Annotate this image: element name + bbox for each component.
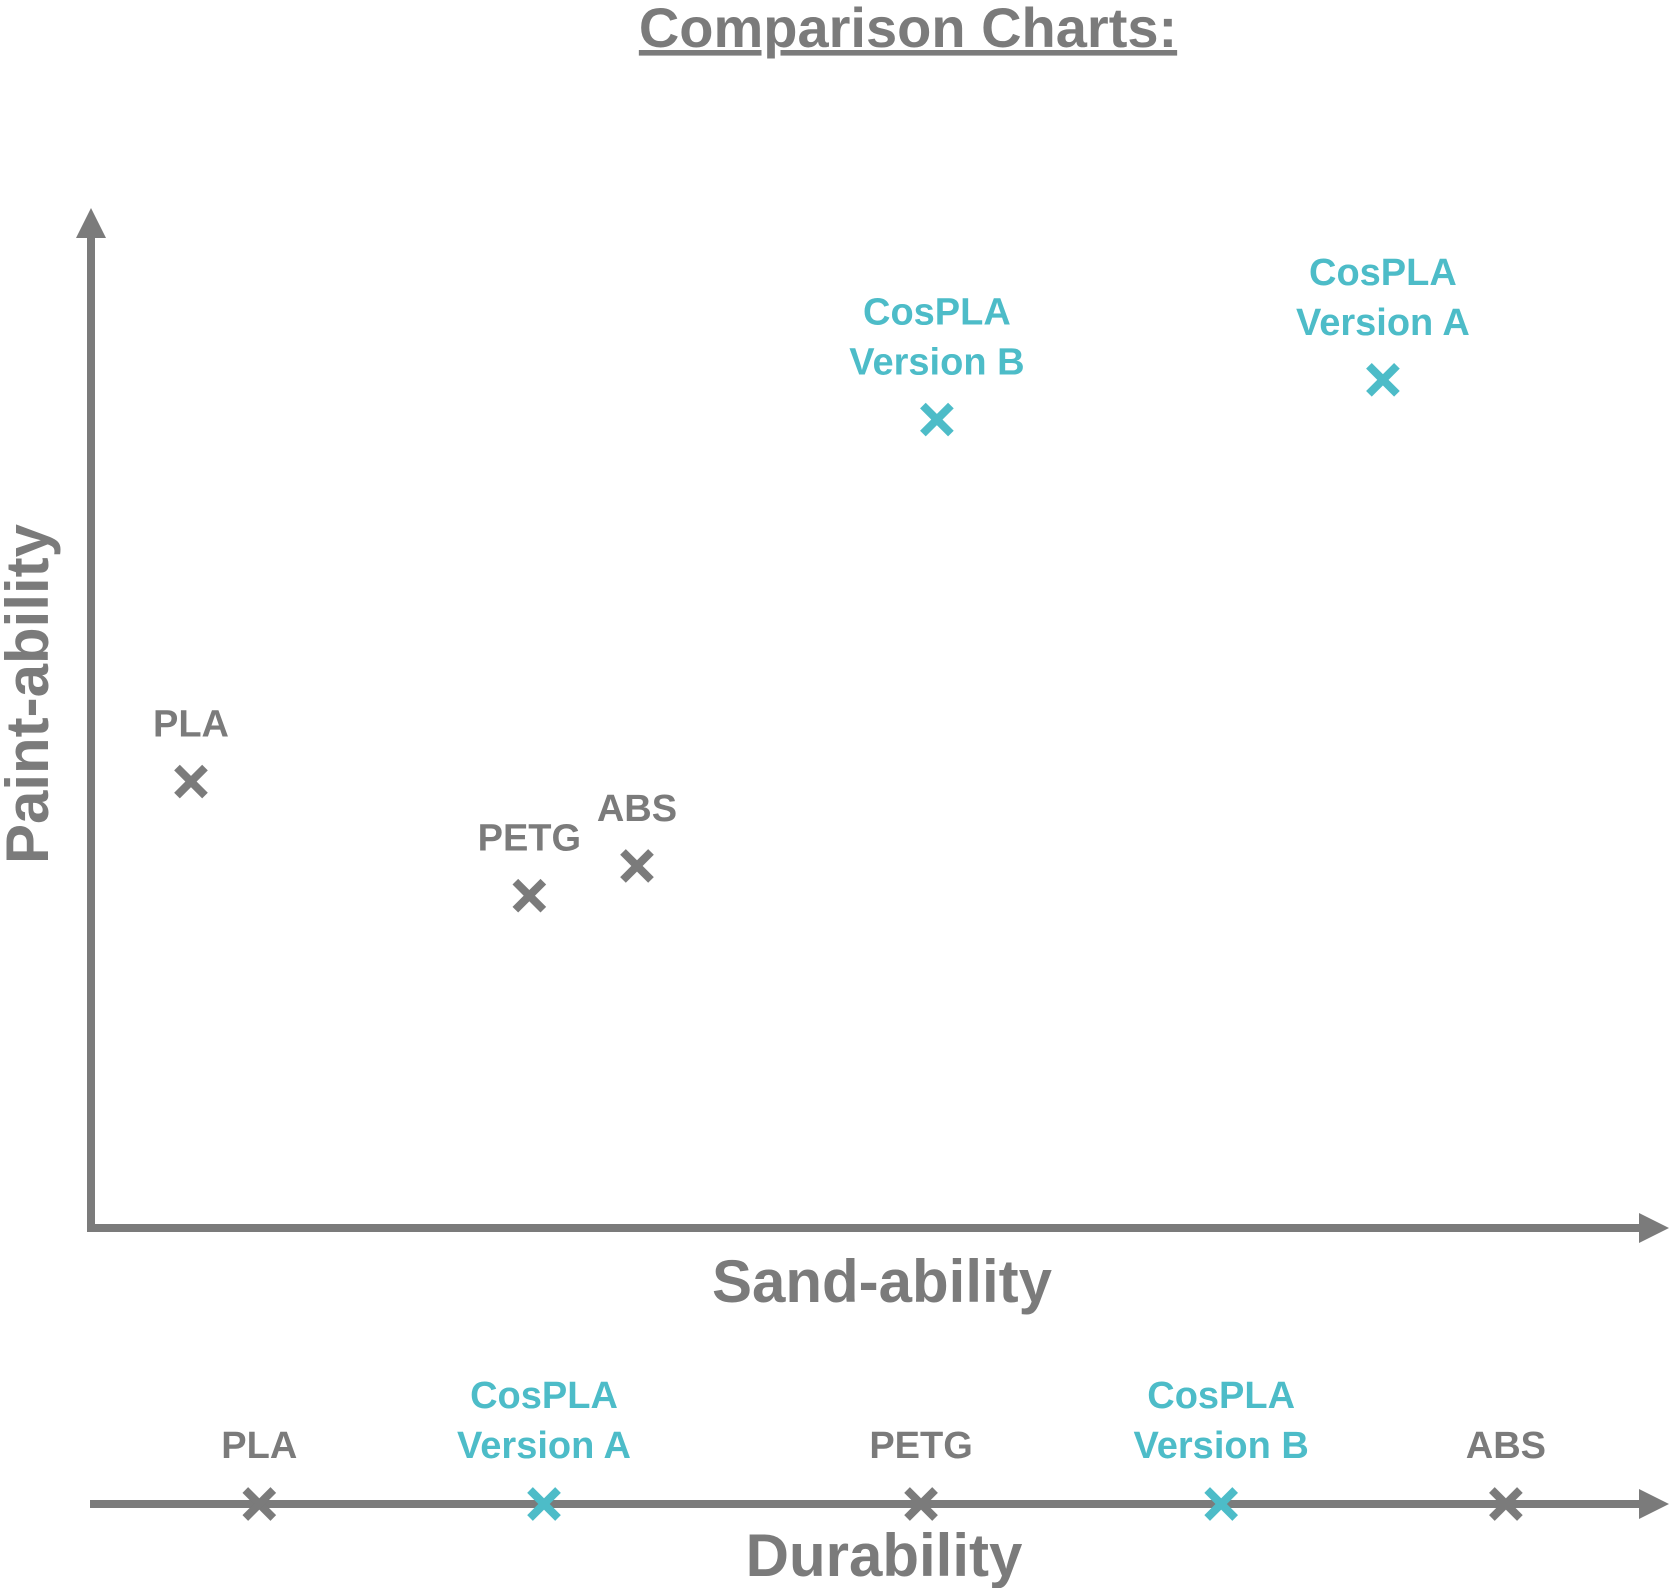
- durability-axis-title: Durability: [746, 1522, 1023, 1588]
- sandability-paintability-chart: Sand-ability Paint-ability PLA PETG ABS Cos…: [0, 208, 1669, 1315]
- durability-point-petg-marker: [904, 1487, 938, 1521]
- point-abs-label-line-1: ABS: [597, 788, 677, 830]
- durability-point-abs-label-line-1: ABS: [1466, 1425, 1546, 1467]
- chart1-points: PLA PETG ABS CosPLA Version B CosPLA Version A: [153, 252, 1470, 913]
- point-petg-marker: [512, 878, 547, 913]
- y-axis-arrowhead: [76, 208, 106, 238]
- durability-point-pla-marker: [242, 1487, 277, 1521]
- x-axis-arrowhead: [1639, 1213, 1669, 1243]
- durability-point-cospla-version-b: CosPLA Version B: [1134, 1375, 1309, 1521]
- durability-chart: Durability PLA CosPLA Version A PETG CosPLA V…: [90, 1375, 1669, 1588]
- point-petg-label-line-1: PETG: [478, 818, 581, 860]
- point-cospla-version-b-label-line-1: CosPLA: [863, 292, 1011, 334]
- durability-point-cospla-version-b-label-line-1: CosPLA: [1147, 1375, 1295, 1417]
- durability-point-cospla-version-b-marker: [1204, 1487, 1238, 1521]
- point-abs: ABS: [597, 788, 677, 883]
- point-abs-marker: [620, 849, 654, 883]
- chart-title: Comparison Charts:: [639, 0, 1177, 59]
- chart-title-text: Comparison Charts:: [639, 0, 1177, 59]
- chart2-points: PLA CosPLA Version A PETG CosPLA Version B ABS: [221, 1375, 1546, 1521]
- durability-point-cospla-version-a-marker: [527, 1487, 561, 1521]
- durability-point-pla: PLA: [221, 1425, 297, 1521]
- durability-point-cospla-version-a-label-line-1: CosPLA: [470, 1375, 618, 1417]
- durability-point-petg-label-line-1: PETG: [869, 1425, 972, 1467]
- x-axis-title: Sand-ability: [712, 1248, 1053, 1315]
- durability-point-cospla-version-b-label-line-2: Version B: [1134, 1425, 1309, 1467]
- y-axis-title: Paint-ability: [0, 523, 61, 864]
- durability-point-petg: PETG: [869, 1425, 973, 1521]
- point-cospla-version-a-label-line-1: CosPLA: [1309, 252, 1457, 294]
- point-pla: PLA: [153, 704, 229, 799]
- durability-point-abs: ABS: [1466, 1425, 1546, 1521]
- point-cospla-version-b: CosPLA Version B: [849, 292, 1025, 437]
- point-pla-label-line-1: PLA: [153, 704, 229, 746]
- point-cospla-version-b-label-line-2: Version B: [849, 342, 1024, 384]
- durability-point-cospla-version-a: CosPLA Version A: [457, 1375, 631, 1521]
- point-pla-marker: [174, 764, 208, 799]
- point-cospla-version-a-marker: [1366, 363, 1400, 397]
- point-cospla-version-a: CosPLA Version A: [1296, 252, 1470, 397]
- chart1-axes: [76, 208, 1669, 1243]
- point-cospla-version-b-marker: [920, 402, 954, 437]
- durability-point-pla-label-line-1: PLA: [221, 1425, 297, 1467]
- point-cospla-version-a-label-line-2: Version A: [1296, 302, 1470, 344]
- durability-point-abs-marker: [1489, 1487, 1523, 1521]
- point-petg: PETG: [478, 818, 581, 913]
- durability-axis-arrowhead: [1639, 1489, 1669, 1519]
- durability-point-cospla-version-a-label-line-2: Version A: [457, 1425, 631, 1467]
